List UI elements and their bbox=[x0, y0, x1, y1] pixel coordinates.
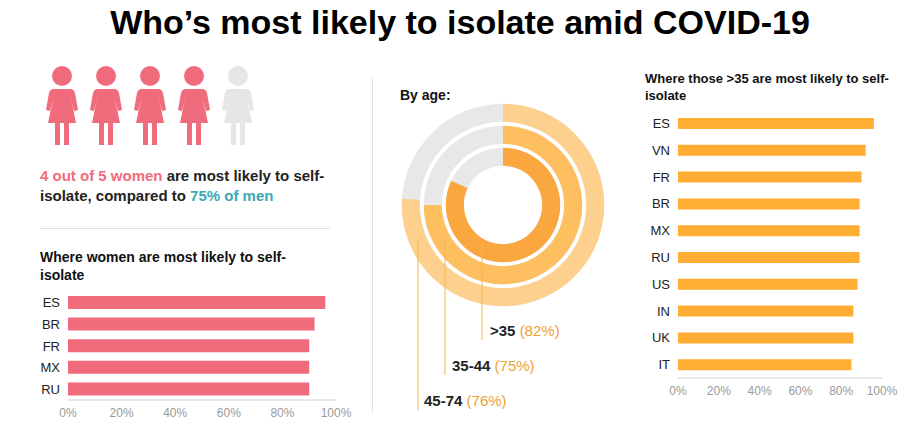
svg-text:40%: 40% bbox=[748, 384, 772, 398]
svg-text:US: US bbox=[652, 277, 670, 292]
svg-text:ES: ES bbox=[43, 295, 61, 310]
svg-text:80%: 80% bbox=[829, 384, 853, 398]
html-text:4 out of 5 women are most like: 4 out of 5 women are most likely to self… bbox=[40, 167, 325, 204]
svg-text:ES: ES bbox=[653, 116, 671, 131]
html-text:Where those >35 are most likel: Where those >35 are most likely to self-… bbox=[645, 71, 889, 103]
svg-text:60%: 60% bbox=[217, 406, 241, 420]
svg-text:IT: IT bbox=[658, 357, 670, 372]
svg-text:80%: 80% bbox=[270, 406, 294, 420]
svg-text:BR: BR bbox=[652, 196, 670, 211]
svg-text:VN: VN bbox=[652, 143, 670, 158]
svg-text:100%: 100% bbox=[321, 406, 352, 420]
svg-text:20%: 20% bbox=[707, 384, 731, 398]
svg-text:40%: 40% bbox=[163, 406, 187, 420]
svg-text:100%: 100% bbox=[867, 384, 898, 398]
svg-text:0%: 0% bbox=[59, 406, 77, 420]
svg-text:FR: FR bbox=[43, 339, 60, 354]
html-text:35-44 (75%): 35-44 (75%) bbox=[452, 357, 535, 374]
svg-text:MX: MX bbox=[41, 360, 61, 375]
svg-text:60%: 60% bbox=[788, 384, 812, 398]
svg-text:BR: BR bbox=[42, 317, 60, 332]
svg-text:RU: RU bbox=[41, 382, 60, 397]
html-text:By age:: By age: bbox=[400, 87, 451, 103]
svg-text:UK: UK bbox=[652, 330, 670, 345]
svg-text:MX: MX bbox=[651, 223, 671, 238]
html-text:Where women are most likely to: Where women are most likely to self-isol… bbox=[40, 249, 286, 283]
html-text:Who’s most likely to isolate a: Who’s most likely to isolate amid COVID-… bbox=[110, 3, 810, 41]
svg-text:FR: FR bbox=[653, 170, 670, 185]
svg-text:IN: IN bbox=[657, 304, 670, 319]
html-text:>35 (82%): >35 (82%) bbox=[490, 322, 560, 339]
html-text:45-74 (76%): 45-74 (76%) bbox=[424, 392, 507, 409]
svg-text:20%: 20% bbox=[110, 406, 134, 420]
svg-text:0%: 0% bbox=[669, 384, 687, 398]
svg-text:RU: RU bbox=[651, 250, 670, 265]
